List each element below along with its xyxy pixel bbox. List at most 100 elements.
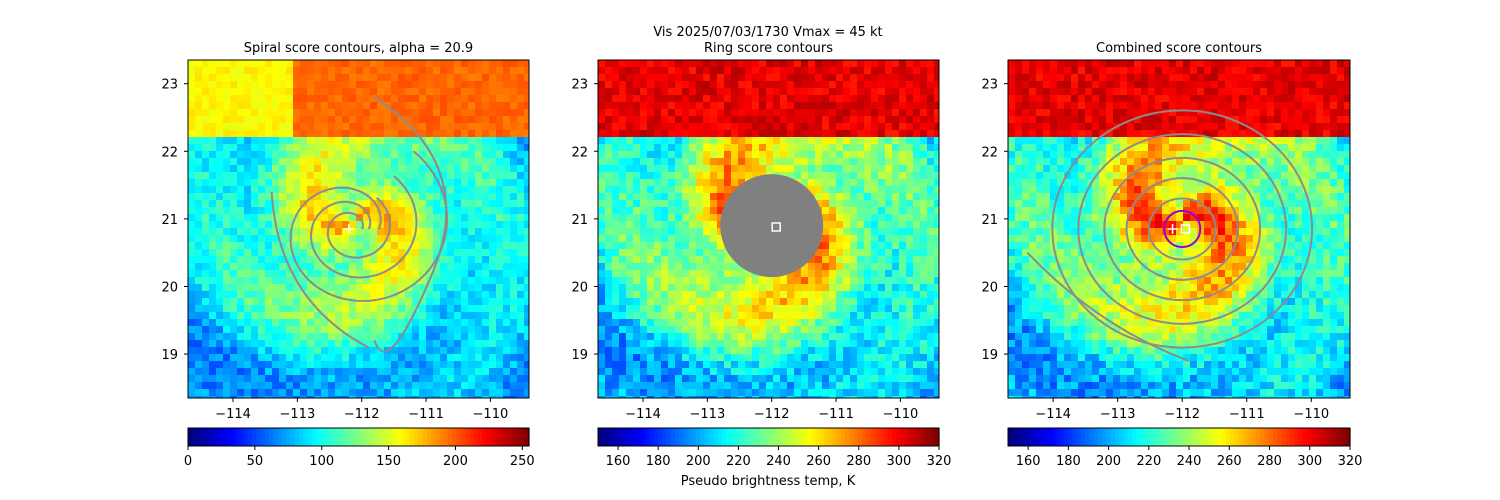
heatmap-cell [885,74,893,82]
heatmap-cell [482,221,490,229]
heatmap-cell [258,179,266,187]
heatmap-cell [696,200,704,208]
heatmap-cell [822,354,830,362]
heatmap-cell [419,382,427,390]
heatmap-cell [752,172,760,180]
heatmap-cell [766,67,774,75]
heatmap-cell [661,88,669,96]
heatmap-cell [773,354,781,362]
heatmap-cell [279,319,287,327]
heatmap-cell [468,235,476,243]
heatmap-cell [850,284,858,292]
heatmap-cell [370,172,378,180]
heatmap-cell [356,158,364,166]
heatmap-cell [300,333,308,341]
heatmap-cell [377,277,385,285]
heatmap-cell [892,60,900,68]
heatmap-cell [927,235,935,243]
heatmap-cell [384,116,392,124]
heatmap-cell [836,116,844,124]
heatmap-cell [335,200,343,208]
heatmap-cell [843,116,851,124]
heatmap-cell [731,74,739,82]
colorbar-segment [764,428,770,446]
heatmap-cell [237,109,245,117]
heatmap-cell [286,277,294,285]
heatmap-cell [258,263,266,271]
heatmap-cell [759,151,767,159]
heatmap-cell [349,165,357,173]
heatmap-cell [843,375,851,383]
heatmap-cell [447,165,455,173]
heatmap-cell [864,95,872,103]
colorbar-segment [205,428,210,446]
heatmap-cell [293,193,301,201]
heatmap-cell [440,116,448,124]
heatmap-cell [188,277,196,285]
heatmap-cell [626,319,634,327]
colorbar-segment [401,428,406,446]
heatmap-cell [335,165,343,173]
heatmap-cell [293,221,301,229]
heatmap-cell [836,151,844,159]
heatmap-cell [335,186,343,194]
heatmap-cell [216,319,224,327]
heatmap-cell [216,312,224,320]
heatmap-cell [717,354,725,362]
heatmap-cell [605,88,613,96]
heatmap-cell [626,109,634,117]
heatmap-cell [647,291,655,299]
heatmap-cell [433,116,441,124]
heatmap-cell [342,74,350,82]
heatmap-cell [675,193,683,201]
heatmap-cell [202,305,210,313]
colorbar-segment [490,428,496,446]
heatmap-cell [780,81,788,89]
heatmap-cell [871,186,879,194]
heatmap-cell [286,382,294,390]
heatmap-cell [822,207,830,215]
heatmap-cell [892,158,900,166]
heatmap-cell [419,193,427,201]
heatmap-cell [752,298,760,306]
heatmap-cell [524,221,529,229]
heatmap-cell [808,298,816,306]
heatmap-cell [342,319,350,327]
heatmap-cell [808,354,816,362]
heatmap-cell [475,270,483,278]
heatmap-cell [377,249,385,257]
heatmap-cell [696,235,704,243]
heatmap-cell [496,333,504,341]
heatmap-cell [801,270,809,278]
heatmap-cell [612,249,620,257]
colorbar-segment [674,428,680,446]
heatmap-cell [787,291,795,299]
heatmap-cell [370,263,378,271]
heatmap-cell [654,193,662,201]
heatmap-cell [927,256,935,264]
heatmap-cell [433,340,441,348]
colorbar-segment [632,428,637,446]
heatmap-cell [892,235,900,243]
heatmap-cell [251,81,259,89]
heatmap-cell [230,298,238,306]
heatmap-cell [661,375,669,383]
heatmap-cell [780,347,788,355]
heatmap-cell [843,361,851,369]
heatmap-cell [188,326,196,334]
heatmap-cell [654,186,662,194]
heatmap-cell [440,256,448,264]
heatmap-cell [328,277,336,285]
heatmap-cell [251,200,259,208]
heatmap-cell [920,305,928,313]
heatmap-cell [391,67,399,75]
heatmap-cell [857,165,865,173]
heatmap-cell [857,102,865,110]
heatmap-cell [251,270,259,278]
heatmap-cell [598,375,606,383]
heatmap-cell [710,340,718,348]
heatmap-cell [496,109,504,117]
x-tick-label: −113 [690,407,726,422]
heatmap-cell [892,277,900,285]
heatmap-cell [598,137,606,145]
